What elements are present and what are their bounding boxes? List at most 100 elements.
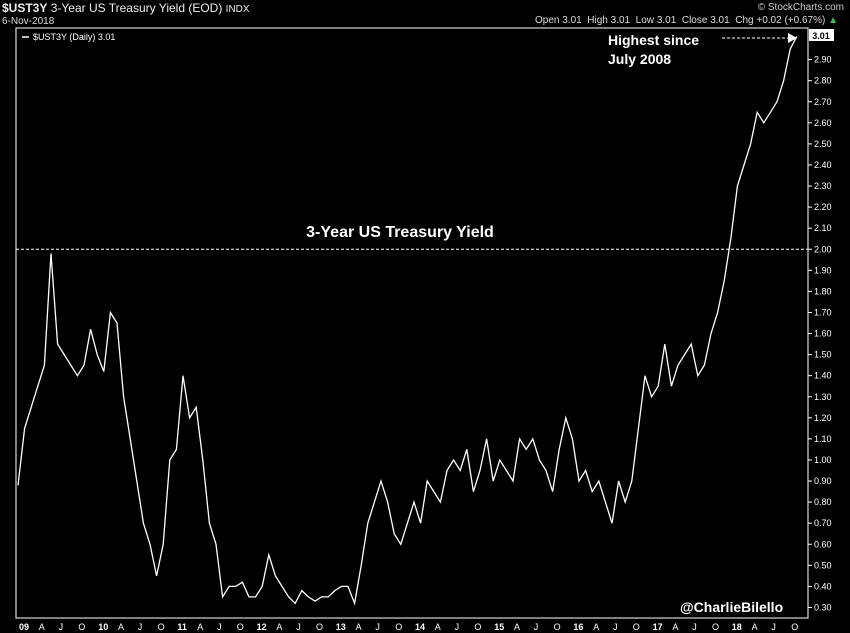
x-tick-label: O [316, 622, 323, 632]
y-tick-label: 2.30 [814, 181, 832, 191]
low-label: Low [635, 15, 655, 26]
x-tick-label: 18 [732, 622, 742, 632]
x-tick-label: 15 [494, 622, 504, 632]
callout-line1: Highest since [608, 32, 699, 48]
center-title: 3-Year US Treasury Yield [306, 224, 494, 241]
x-tick-label: O [395, 622, 402, 632]
last-value-bg [809, 29, 834, 41]
y-tick-label: 1.00 [814, 455, 832, 465]
x-axis: 09 A J O 10 A J O 11 A J O 12 A J O 13 A J O 14 A J O 15 A J O 16 A J O… [19, 622, 798, 632]
x-tick-label: O [791, 622, 798, 632]
x-tick-label: 14 [415, 622, 425, 632]
x-tick-label: O [237, 622, 244, 632]
y-tick-label: 0.70 [814, 518, 832, 528]
y-tick-label: 2.20 [814, 202, 832, 212]
x-tick-label: A [514, 622, 520, 632]
x-tick-label: A [593, 622, 599, 632]
brand-watermark: © StockCharts.com [757, 2, 844, 13]
chart-date: 6-Nov-2018 [2, 16, 55, 27]
y-tick-label: 2.40 [814, 160, 832, 170]
low-value: 3.01 [656, 15, 677, 26]
x-tick-label: 12 [257, 622, 267, 632]
open-value: 3.01 [562, 15, 582, 26]
x-tick-label: A [356, 622, 362, 632]
y-tick-label: 0.90 [814, 476, 832, 486]
open-label: Open [535, 15, 560, 26]
close-label: Close [681, 15, 708, 26]
y-tick-label: 2.10 [814, 223, 832, 233]
chart-header: $UST3Y 3-Year US Treasury Yield (EOD) IN… [2, 1, 250, 15]
y-tick-label: 1.60 [814, 329, 832, 339]
up-arrow-icon: ▲ [828, 15, 838, 26]
x-tick-label: J [296, 622, 301, 632]
y-tick-label: 1.50 [814, 350, 832, 360]
last-value-tag: 3.01 [809, 29, 834, 41]
y-tick-label: 1.30 [814, 392, 832, 402]
x-tick-label: A [435, 622, 441, 632]
x-tick-label: O [474, 622, 481, 632]
x-tick-label: A [672, 622, 678, 632]
y-tick-label: 2.60 [814, 118, 832, 128]
y-tick-label: 1.90 [814, 265, 832, 275]
y-tick-label: 0.50 [814, 560, 832, 570]
x-tick-label: J [138, 622, 143, 632]
y-tick-label: 1.80 [814, 286, 832, 296]
y-axis: 0.30 0.40 0.50 0.60 0.70 0.80 0.90 1.00 1.10 1.20… [808, 55, 832, 612]
x-tick-label: A [752, 622, 758, 632]
x-tick-label: 13 [336, 622, 346, 632]
yield-series-line [17, 36, 798, 606]
high-value: 3.01 [610, 15, 631, 26]
x-tick-label: J [771, 622, 776, 632]
y-tick-label: 2.90 [814, 55, 832, 65]
y-tick-label: 1.40 [814, 371, 832, 381]
x-tick-label: J [455, 622, 460, 632]
callout-arrow-icon [788, 33, 797, 43]
y-tick-label: 1.10 [814, 434, 832, 444]
y-tick-label: 0.30 [814, 602, 832, 612]
ohlc-bar: Open 3.01 High 3.01 Low 3.01 Close 3.01 … [535, 15, 838, 26]
y-tick-label: 1.20 [814, 413, 832, 423]
x-tick-label: J [375, 622, 380, 632]
y-tick-label: 0.40 [814, 581, 832, 591]
y-tick-label: 0.60 [814, 539, 832, 549]
x-tick-label: J [613, 622, 618, 632]
y-tick-label: 2.70 [814, 97, 832, 107]
x-tick-label: A [197, 622, 203, 632]
y-tick-label: 0.80 [814, 497, 832, 507]
x-tick-label: 11 [177, 622, 187, 632]
y-tick-label: 2.80 [814, 76, 832, 86]
legend: $UST3Y (Daily) 3.01 [22, 32, 115, 42]
x-tick-label: O [78, 622, 85, 632]
x-tick-label: O [712, 622, 719, 632]
plot-frame [15, 27, 809, 619]
chg-value: +0.02 (+0.67%) [756, 15, 826, 26]
x-tick-label: A [118, 622, 124, 632]
chg-label: Chg [735, 15, 754, 26]
x-tick-label: O [554, 622, 561, 632]
x-tick-label: A [39, 622, 45, 632]
x-tick-label: 17 [653, 622, 663, 632]
symbol: $UST3Y [2, 1, 48, 15]
y-tick-label: 1.70 [814, 307, 832, 317]
x-tick-label: J [217, 622, 222, 632]
callout-line2: July 2008 [608, 51, 671, 67]
close-value: 3.01 [710, 15, 730, 26]
x-tick-label: O [633, 622, 640, 632]
x-tick-label: J [692, 622, 697, 632]
legend-label: $UST3Y (Daily) 3.01 [33, 32, 115, 42]
y-tick-label: 2.50 [814, 139, 832, 149]
x-tick-label: 10 [98, 622, 108, 632]
x-tick-label: J [534, 622, 539, 632]
author-handle: @CharlieBilello [680, 599, 783, 615]
y-tick-label: 2.00 [814, 244, 832, 254]
x-tick-label: O [158, 622, 165, 632]
high-label: High [587, 15, 608, 26]
last-value-text: 3.01 [812, 31, 830, 41]
x-tick-label: 16 [573, 622, 583, 632]
x-tick-label: 09 [19, 622, 29, 632]
x-tick-label: J [59, 622, 64, 632]
exchange: INDX [225, 4, 250, 15]
chart-title: 3-Year US Treasury Yield (EOD) [50, 1, 223, 15]
x-tick-label: A [276, 622, 282, 632]
